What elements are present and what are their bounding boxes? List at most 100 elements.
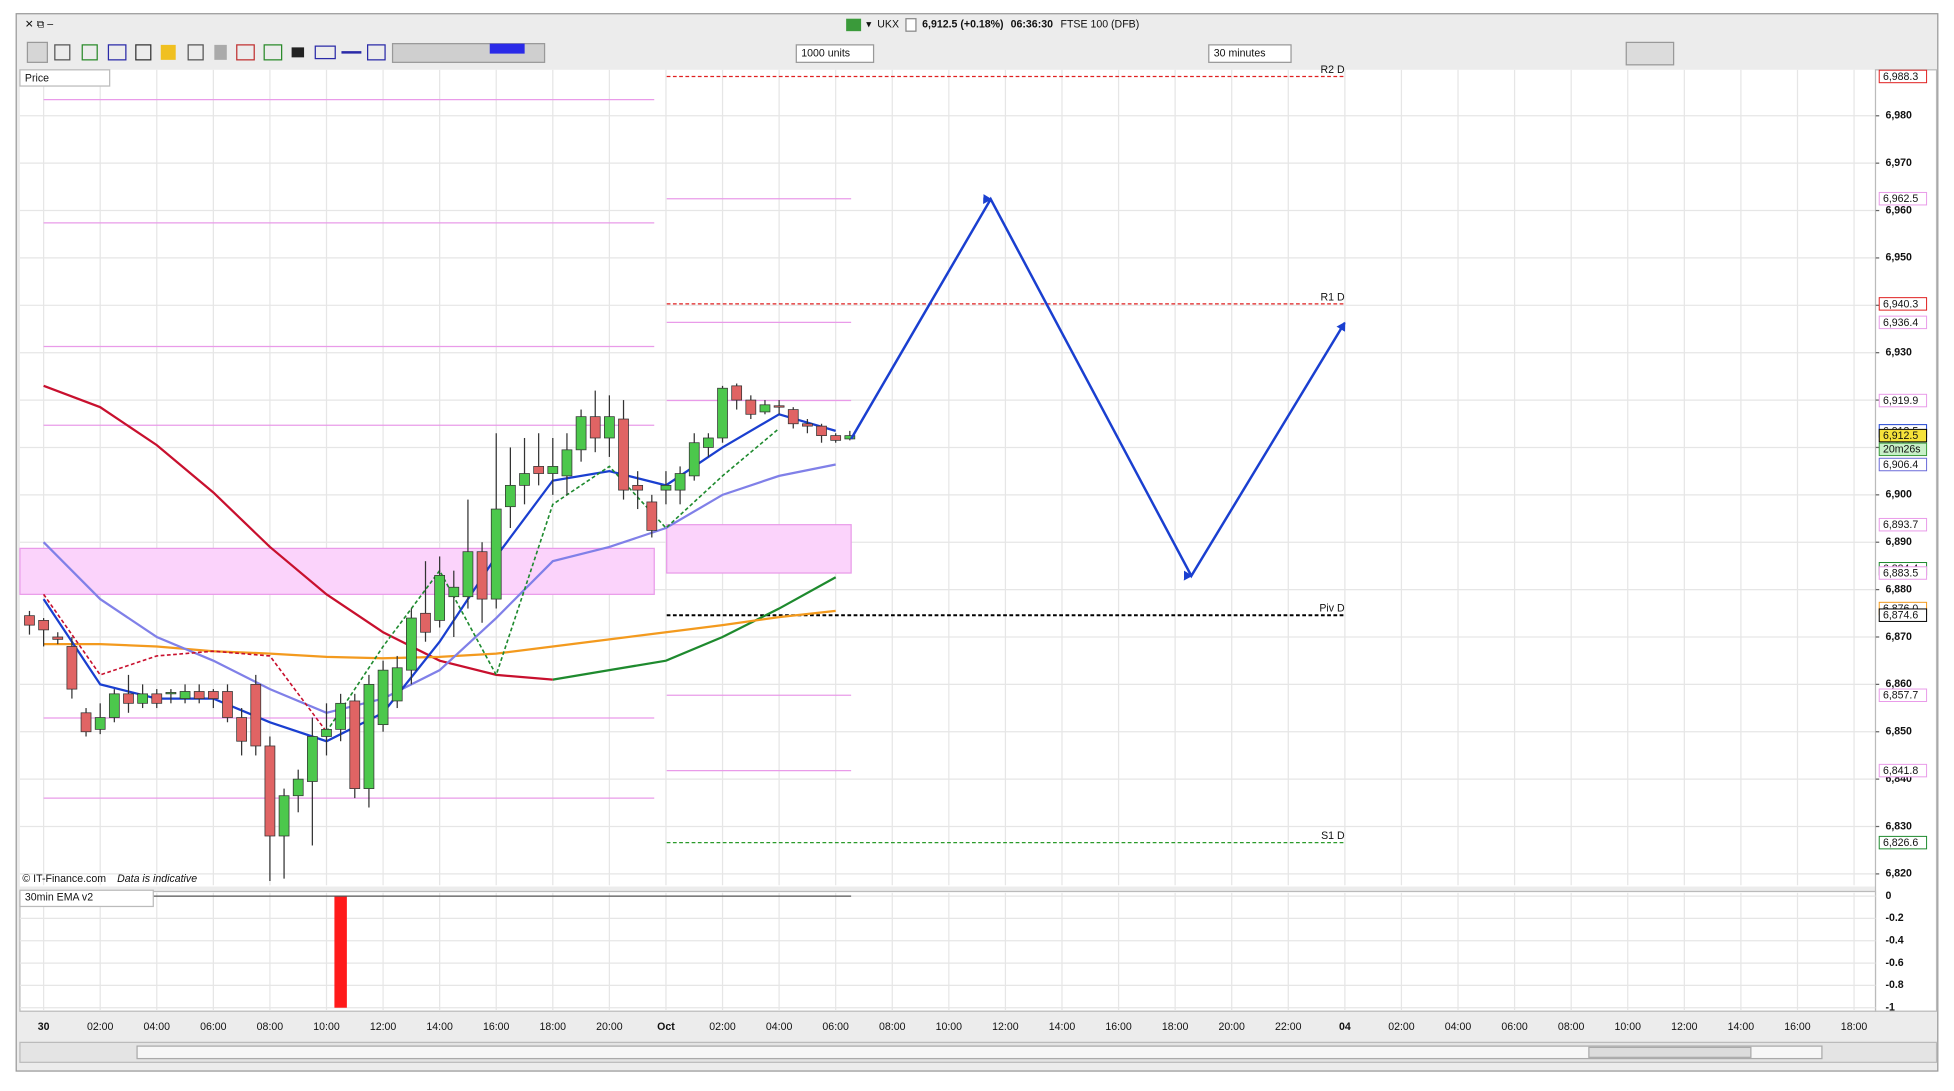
candle-body bbox=[335, 702, 347, 730]
tool-fib[interactable] bbox=[107, 44, 127, 61]
x-tick-label: 06:00 bbox=[200, 1021, 227, 1033]
x-tick-label: 06:00 bbox=[1501, 1021, 1528, 1033]
candle-body bbox=[278, 795, 290, 837]
y-tick-label: -1 bbox=[1885, 1002, 1895, 1014]
candle-body bbox=[349, 700, 361, 789]
indicator-line bbox=[43, 384, 553, 681]
y-tick-label: 6,930 bbox=[1885, 346, 1912, 358]
price-label-box bbox=[1878, 517, 1928, 532]
tool-settings[interactable] bbox=[187, 44, 204, 61]
pivot-band bbox=[19, 547, 655, 595]
candle-body bbox=[179, 691, 191, 699]
candle-body bbox=[137, 693, 148, 704]
x-tick-label: 14:00 bbox=[1728, 1021, 1755, 1033]
copyright: © IT-Finance.com bbox=[22, 873, 106, 885]
candle-body bbox=[434, 575, 446, 621]
scroll-thumb[interactable] bbox=[1588, 1046, 1752, 1058]
candle-body bbox=[391, 667, 403, 702]
interval-select[interactable] bbox=[1208, 44, 1292, 63]
price-label: 6,912.5 bbox=[1883, 430, 1918, 442]
y-tick-label: 6,950 bbox=[1885, 252, 1912, 264]
level-label: R2 D bbox=[1321, 64, 1345, 76]
price-label-box bbox=[1878, 297, 1928, 311]
price-label-box bbox=[1878, 608, 1928, 622]
candle-body bbox=[264, 745, 276, 837]
y-tick-label: -0.8 bbox=[1885, 979, 1903, 991]
x-tick-label: 04:00 bbox=[1445, 1021, 1472, 1033]
toolbar: 1000 units 30 minutes bbox=[26, 41, 1675, 66]
tool-text[interactable] bbox=[135, 44, 152, 61]
symbol-dropdown[interactable]: ▾ bbox=[866, 19, 872, 31]
y-tick-label: -0.6 bbox=[1885, 957, 1903, 969]
interval: 30 minutes bbox=[1214, 47, 1266, 59]
tool-zoom[interactable] bbox=[54, 44, 71, 61]
price-label-box bbox=[1878, 688, 1928, 702]
candle-body bbox=[52, 636, 64, 640]
x-tick-label: 04:00 bbox=[766, 1021, 793, 1033]
price-label: 6,841.8 bbox=[1883, 765, 1918, 777]
info-icon[interactable] bbox=[905, 18, 917, 32]
candle-body bbox=[108, 693, 120, 718]
x-tick-label: 18:00 bbox=[1841, 1021, 1868, 1033]
x-tick-label: 02:00 bbox=[87, 1021, 114, 1033]
level-label: R1 D bbox=[1321, 291, 1345, 303]
x-tick-label: 16:00 bbox=[483, 1021, 510, 1033]
x-tick-label: 22:00 bbox=[1275, 1021, 1302, 1033]
candle-body bbox=[646, 501, 658, 531]
candle-body bbox=[589, 416, 601, 439]
symbol: UKX bbox=[877, 19, 899, 31]
chart-type-button[interactable] bbox=[1625, 41, 1675, 66]
x-tick-label: 10:00 bbox=[1615, 1021, 1642, 1033]
y-tick-label: 6,880 bbox=[1885, 583, 1912, 595]
price-label: 6,988.3 bbox=[1883, 71, 1918, 83]
candle-body bbox=[165, 692, 177, 695]
y-tick-label: 6,820 bbox=[1885, 868, 1912, 880]
scrollbar[interactable] bbox=[136, 1045, 1823, 1060]
tool-alert[interactable] bbox=[160, 44, 176, 60]
tool-pointer[interactable] bbox=[26, 41, 48, 63]
tool-shape[interactable] bbox=[314, 45, 336, 60]
candle-body bbox=[773, 405, 785, 408]
candle-body bbox=[604, 416, 615, 439]
candle-body bbox=[632, 484, 644, 491]
tool-trend[interactable] bbox=[263, 44, 283, 61]
price-label: 6,874.6 bbox=[1883, 610, 1918, 622]
candle-body bbox=[674, 473, 686, 491]
price-label-box bbox=[1878, 835, 1928, 850]
candle-body bbox=[703, 437, 714, 448]
units-select[interactable] bbox=[795, 44, 875, 63]
x-tick-label: 16:00 bbox=[1784, 1021, 1811, 1033]
candle-body bbox=[844, 435, 856, 440]
x-tick-label: 06:00 bbox=[822, 1021, 849, 1033]
indicator-title: 30min EMA v2 bbox=[25, 892, 93, 904]
tool-draw[interactable] bbox=[81, 44, 98, 61]
candle-body bbox=[66, 646, 78, 690]
candle-body bbox=[618, 418, 629, 491]
header-time: 06:36:30 bbox=[1011, 19, 1053, 31]
x-tick-label: 08:00 bbox=[1558, 1021, 1585, 1033]
price-label-box bbox=[1878, 566, 1928, 580]
symbol-icon bbox=[846, 18, 862, 32]
x-tick-label: 12:00 bbox=[1671, 1021, 1698, 1033]
candle-body bbox=[363, 683, 375, 789]
chart-layer: 30 02:00 04:00 06:00 08:00 10:00 12:00 14:00 16:… bbox=[19, 64, 1928, 1033]
y-tick-label: 6,870 bbox=[1885, 631, 1912, 643]
tool-arrow[interactable] bbox=[291, 47, 305, 58]
price-tab[interactable] bbox=[19, 69, 111, 87]
price-label: 6,826.6 bbox=[1883, 837, 1918, 849]
candle-body bbox=[731, 385, 743, 401]
price-label: 6,857.7 bbox=[1883, 690, 1918, 702]
units: 1000 units bbox=[801, 47, 850, 59]
price-label: 6,906.4 bbox=[1883, 459, 1918, 471]
candle-body bbox=[222, 691, 233, 718]
tool-delete[interactable] bbox=[214, 44, 227, 60]
tool-line[interactable] bbox=[341, 51, 362, 54]
y-tick-label: -0.2 bbox=[1885, 912, 1903, 924]
candle-body bbox=[533, 466, 545, 474]
indicator-tab[interactable] bbox=[19, 889, 154, 908]
tool-indicator[interactable] bbox=[236, 44, 255, 61]
price-label-box bbox=[1878, 457, 1928, 472]
tool-ray[interactable] bbox=[366, 44, 386, 61]
x-tick-label: 08:00 bbox=[257, 1021, 284, 1033]
